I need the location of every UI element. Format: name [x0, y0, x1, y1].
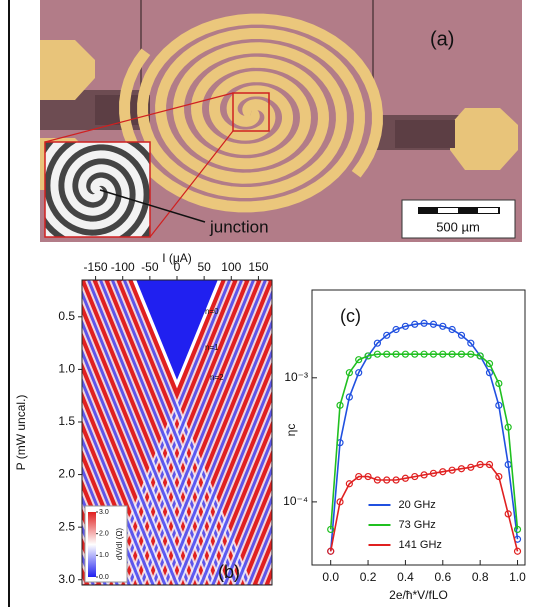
panel-label: (b): [218, 562, 240, 582]
data-point: [373, 339, 381, 347]
data-point: [485, 360, 494, 368]
annotation: junction: [209, 217, 269, 236]
x-tick-label: 0.8: [472, 570, 489, 584]
y-axis-label: ηc: [284, 424, 298, 437]
stripe-core: [82, 377, 167, 585]
y-tick-label: 2.0: [58, 467, 75, 481]
y-tick-label: 10⁻³: [284, 370, 308, 384]
legend-label: 20 GHz: [399, 499, 436, 511]
annotation: n=0: [205, 307, 219, 316]
x-tick-label: 1.0: [509, 570, 526, 584]
inset-spiral-arm: [45, 142, 150, 237]
stripe-core: [82, 347, 179, 585]
x-tick-label: 0: [174, 260, 181, 274]
x-tick-label: -100: [111, 260, 135, 274]
x-tick-label: 50: [197, 260, 211, 274]
data-point: [345, 480, 353, 488]
stripe-core: [223, 465, 272, 585]
stripe-core: [235, 494, 272, 585]
y-tick-label: 1.5: [58, 414, 75, 428]
y-tick-label: 10⁻⁴: [283, 494, 308, 508]
stripe-core: [127, 280, 255, 585]
colorbar-label: dV/dI (Ω): [115, 528, 124, 561]
stripe-core: [187, 377, 272, 585]
scale-bar-label: 500 µm: [436, 219, 480, 234]
data-line: [329, 322, 519, 552]
annotation: n=2: [210, 373, 224, 382]
colorbar-tick-label: 0.0: [99, 574, 109, 581]
data-point: [355, 369, 363, 377]
stripe-core: [82, 289, 203, 585]
y-tick-label: 1.0: [58, 362, 75, 376]
x-tick-label: 0.6: [434, 570, 451, 584]
stripe: [82, 577, 85, 585]
legend-label: 73 GHz: [399, 519, 436, 531]
data-point: [383, 331, 391, 339]
stripe-core: [175, 347, 272, 585]
data-point: [448, 325, 456, 334]
panel-label: (c): [340, 306, 361, 326]
stripe-core: [115, 280, 243, 585]
stripe-core: [151, 289, 272, 585]
x-tick-label: 100: [221, 260, 241, 274]
stripe-core: [199, 406, 272, 585]
stripe-core: [247, 523, 272, 585]
x-tick-label: -50: [141, 260, 159, 274]
stripe-core: [87, 280, 215, 585]
stripe-core: [0, 280, 69, 585]
stripe-core: [163, 318, 272, 585]
stripe-core: [122, 280, 251, 585]
data-line: [329, 463, 519, 552]
panel-label: (a): [430, 28, 454, 50]
x-tick-label: 150: [248, 260, 268, 274]
stripe-core: [139, 280, 267, 585]
data-line: [329, 353, 519, 530]
stripe-core: [82, 318, 191, 585]
x-tick-label: 0.2: [360, 570, 377, 584]
data-point: [355, 356, 363, 364]
x-tick-label: 0.4: [397, 570, 414, 584]
stripe: [0, 280, 69, 585]
y-tick-label: 0.5: [58, 309, 75, 323]
legend-label: 141 GHz: [399, 539, 442, 551]
annotation: n=1: [205, 343, 219, 352]
stripe-core: [82, 582, 83, 585]
y-axis-label: P (mW uncal.): [14, 395, 28, 471]
stripe-core: [111, 280, 239, 585]
data-point: [392, 325, 400, 334]
data-point: [457, 331, 466, 339]
y-tick-label: 2.5: [58, 519, 75, 533]
y-tick-label: 3.0: [58, 572, 75, 586]
stripe-core: [211, 435, 272, 585]
inset-spiral-arm: [45, 142, 150, 237]
x-axis-label: 2e/ħ*V/fLO: [389, 588, 448, 602]
colorbar: [88, 512, 96, 577]
data-point: [467, 339, 475, 347]
blue-region: [136, 280, 218, 380]
x-tick-label: -150: [84, 260, 108, 274]
plot-frame: [311, 289, 526, 566]
stripe-core: [99, 280, 227, 585]
x-axis-label: I (μA): [162, 251, 192, 265]
data-point: [485, 369, 494, 377]
colorbar-tick-label: 2.0: [99, 531, 109, 538]
micrograph: [40, 0, 522, 242]
colorbar-tick-label: 1.0: [99, 552, 109, 559]
stripe-core: [82, 406, 155, 585]
colorbar-tick-label: 3.0: [99, 509, 109, 516]
x-tick-label: 0.0: [322, 570, 339, 584]
